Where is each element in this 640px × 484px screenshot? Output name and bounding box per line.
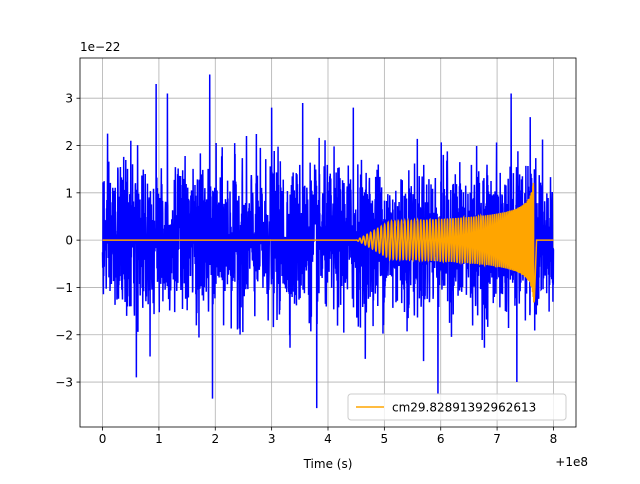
- y-tick-label: 1: [65, 186, 73, 200]
- x-axis-label: Time (s): [303, 457, 353, 471]
- x-axis-ticks: 0 1 2 3 4 5 6 7 8: [99, 427, 558, 446]
- legend: cm29.82891392962613: [347, 393, 567, 421]
- y-axis-ticks: −3 −2 −1 0 1 2 3: [55, 92, 80, 390]
- y-tick-label: 3: [65, 92, 73, 106]
- y-tick-label: −3: [55, 376, 73, 390]
- x-tick-label: 1: [155, 432, 163, 446]
- legend-entry-label: cm29.82891392962613: [392, 401, 536, 415]
- x-axis-offset-label: +1e8: [555, 455, 588, 469]
- x-tick-label: 0: [99, 432, 107, 446]
- y-tick-label: −2: [55, 328, 73, 342]
- x-tick-label: 7: [493, 432, 501, 446]
- y-tick-label: 0: [65, 234, 73, 248]
- series-template-line: [102, 182, 554, 303]
- x-tick-label: 4: [324, 432, 332, 446]
- legend-box: [347, 393, 567, 421]
- x-tick-label: 5: [381, 432, 389, 446]
- x-tick-label: 2: [211, 432, 219, 446]
- x-tick-label: 6: [437, 432, 445, 446]
- y-tick-label: −1: [55, 281, 73, 295]
- y-axis-scale-label: 1e−22: [80, 40, 120, 54]
- y-tick-label: 2: [65, 139, 73, 153]
- x-tick-label: 8: [550, 432, 558, 446]
- x-tick-label: 3: [268, 432, 276, 446]
